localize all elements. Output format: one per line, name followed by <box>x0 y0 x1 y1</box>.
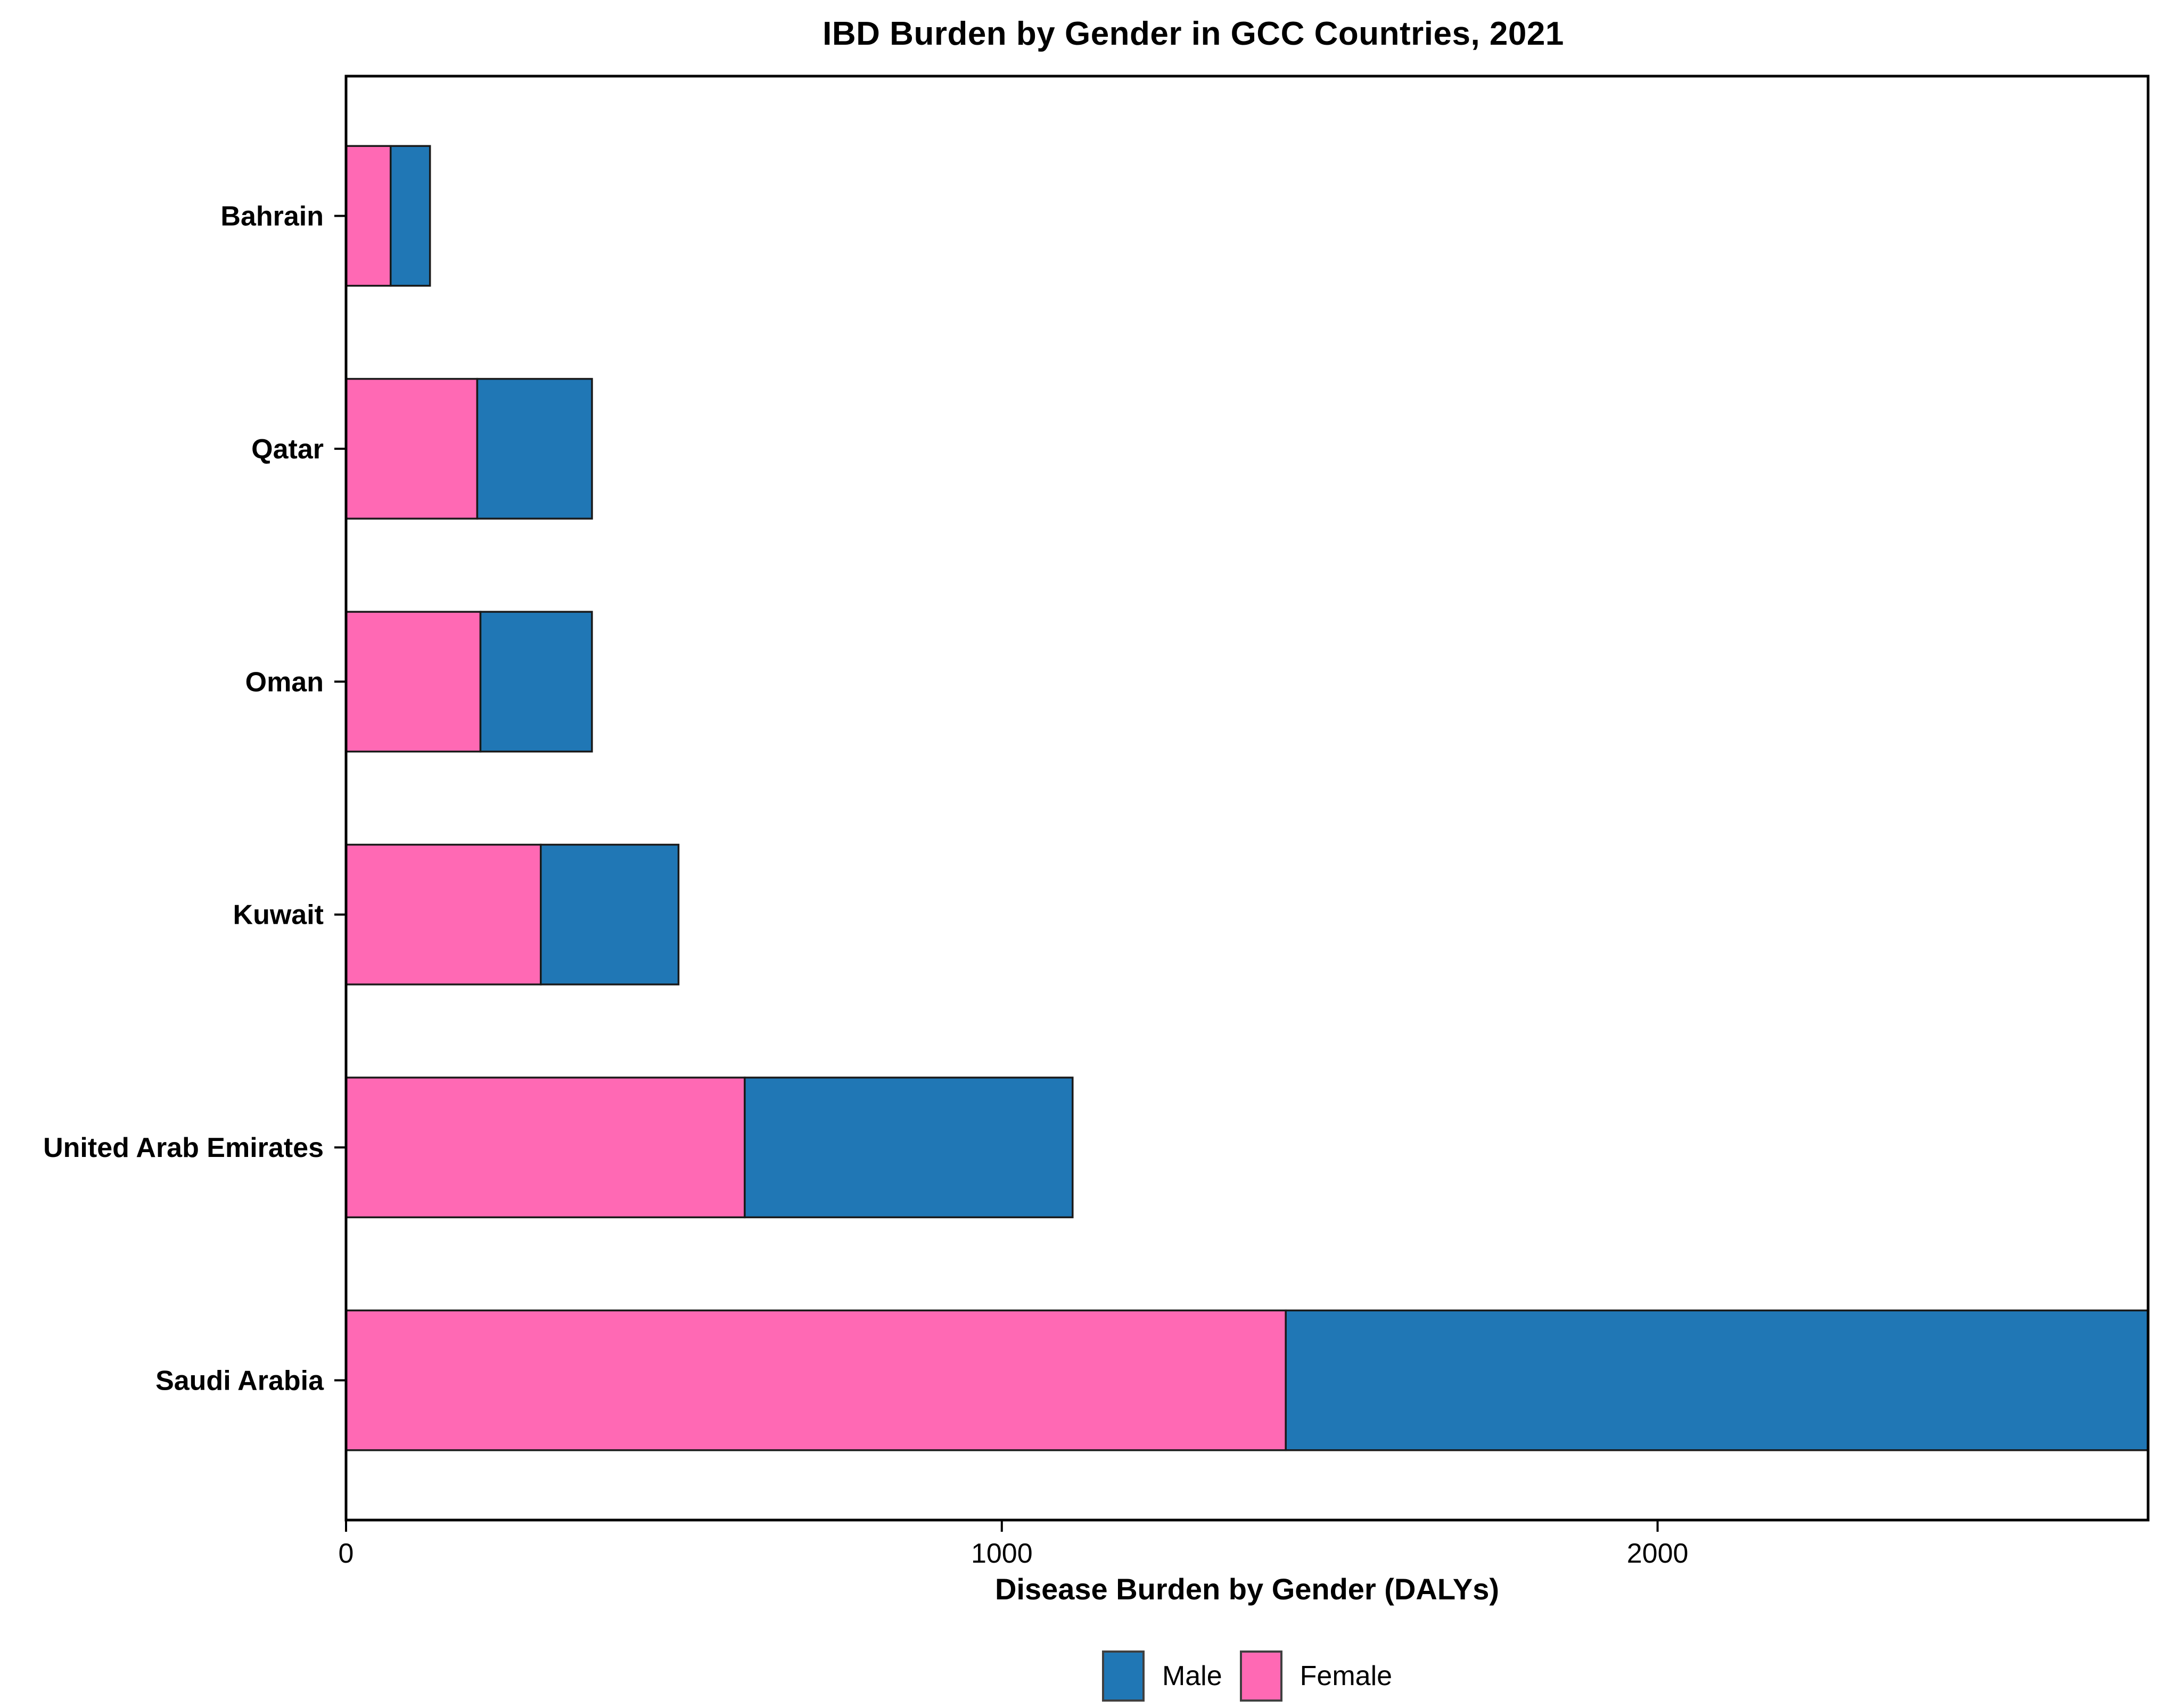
bar-segment-female-0 <box>345 145 392 287</box>
bar-segment-female-1 <box>345 377 479 520</box>
y-axis-label: Qatar <box>251 434 324 465</box>
bar-segment-male-1 <box>476 377 593 520</box>
bar-segment-male-5 <box>1285 1309 2149 1451</box>
y-axis-label: Bahrain <box>220 201 324 232</box>
panel-border <box>344 75 2150 1522</box>
legend: Male Female <box>346 1649 2148 1703</box>
legend-male-label: Male <box>1162 1661 1222 1691</box>
legend-male-swatch-icon <box>1101 1650 1145 1702</box>
x-axis-title: Disease Burden by Gender (DALYs) <box>994 1572 1500 1606</box>
y-axis-label: Saudi Arabia <box>155 1366 324 1397</box>
y-axis-label: Kuwait <box>233 900 324 931</box>
legend-female-label: Female <box>1300 1661 1393 1691</box>
y-axis-label: United Arab Emirates <box>43 1132 324 1163</box>
x-tick-label: 2000 <box>1627 1538 1689 1569</box>
chart-title: IBD Burden by Gender in GCC Countries, 2… <box>823 15 1564 52</box>
x-tick-label: 0 <box>339 1538 354 1569</box>
bar-segment-male-4 <box>744 1077 1074 1219</box>
legend-female-swatch-icon <box>1239 1650 1282 1702</box>
bar-segment-female-2 <box>345 611 482 753</box>
bar-segment-male-2 <box>479 611 593 753</box>
bar-segment-male-3 <box>540 843 680 986</box>
bar-segment-female-5 <box>345 1309 1287 1451</box>
bar-segment-female-4 <box>345 1077 746 1219</box>
bar-segment-male-0 <box>390 145 431 287</box>
x-tick-label: 1000 <box>971 1538 1033 1569</box>
y-axis-label: Oman <box>245 667 324 697</box>
bar-segment-female-3 <box>345 843 542 986</box>
